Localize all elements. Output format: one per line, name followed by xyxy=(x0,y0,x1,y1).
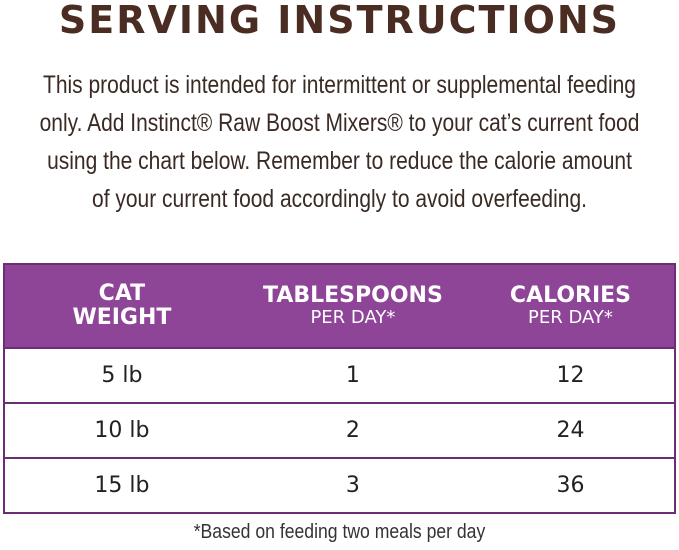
table-row: 5 lb 1 12 xyxy=(4,347,675,403)
feeding-table: CAT WEIGHT TABLESPOONS PER DAY* CALORIES P… xyxy=(3,263,676,514)
intro-line: This product is intended for intermitten… xyxy=(42,71,636,99)
table-header-row: CAT WEIGHT TABLESPOONS PER DAY* CALORIES P… xyxy=(4,264,675,348)
page-title: SERVING INSTRUCTIONS xyxy=(58,0,621,42)
table-row: 15 lb 3 36 xyxy=(4,457,675,513)
header-cat-weight: CAT WEIGHT xyxy=(72,281,172,330)
header-calories: CALORIES PER DAY* xyxy=(509,283,632,328)
footnote: *Based on feeding two meals per day xyxy=(193,521,486,543)
intro-text: This product is intended for intermitten… xyxy=(4,66,675,218)
intro-line: of your current food accordingly to avoi… xyxy=(92,185,587,213)
header-tablespoons: TABLESPOONS PER DAY* xyxy=(263,283,443,328)
table-row: 10 lb 2 24 xyxy=(4,402,675,458)
intro-line: only. Add Instinct® Raw Boost Mixers® to… xyxy=(39,109,640,137)
intro-line: using the chart below. Remember to reduc… xyxy=(47,147,632,175)
